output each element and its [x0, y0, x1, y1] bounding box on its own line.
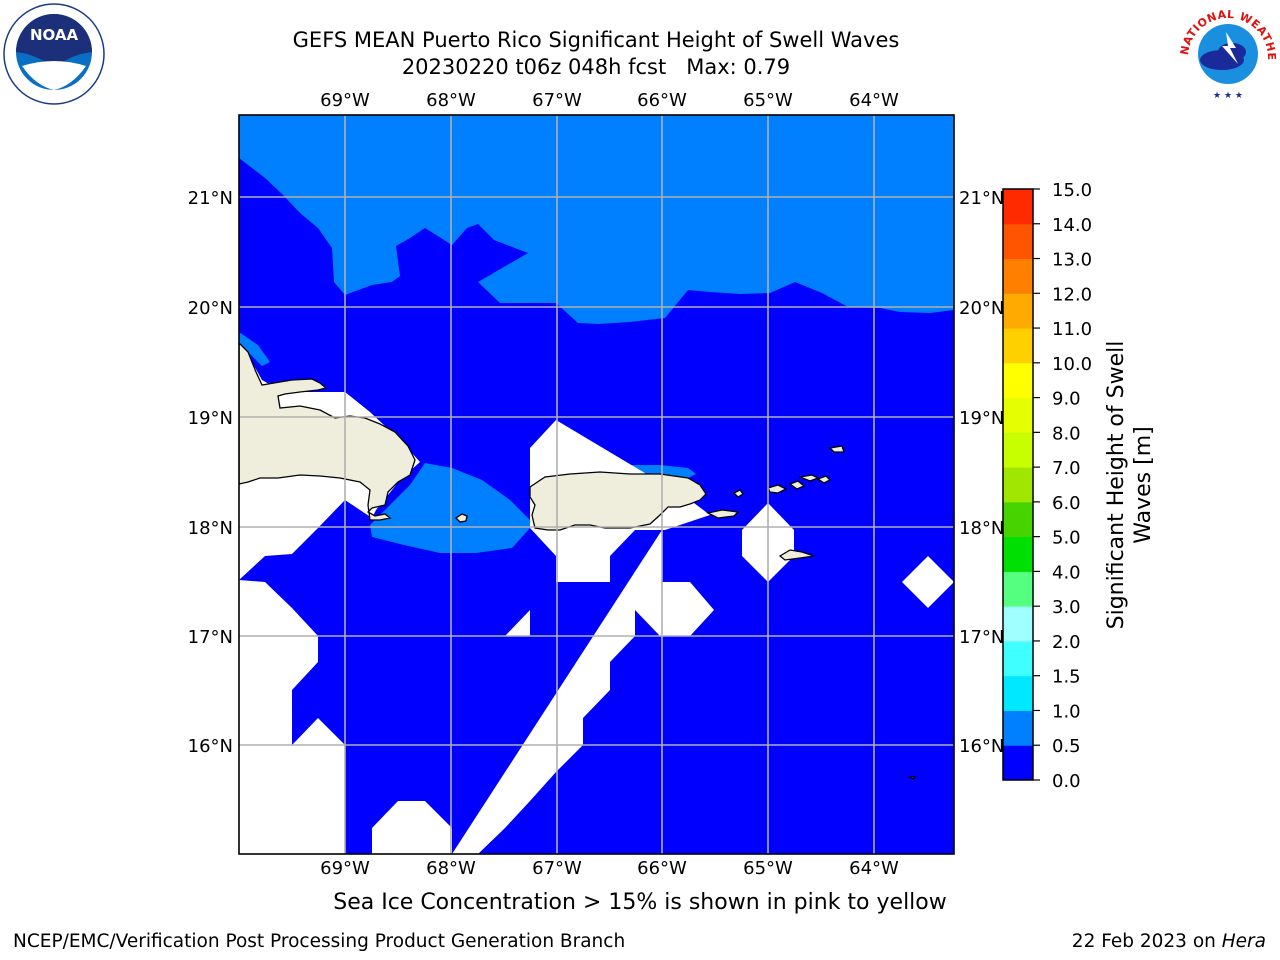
colorbar-swatch [1003, 745, 1033, 781]
colorbar-tick-label: 4.0 [1052, 562, 1081, 583]
lon-label-top: 67°W [532, 90, 582, 111]
footer-credit: NCEP/EMC/Verification Post Processing Pr… [13, 931, 626, 952]
colorbar-swatch [1003, 328, 1033, 364]
colorbar-tick-label: 8.0 [1052, 423, 1081, 444]
colorbar-tick-label: 13.0 [1052, 250, 1092, 271]
land-mona-island [454, 513, 468, 523]
colorbar-frame [1002, 188, 1034, 781]
lat-label-left: 16°N [188, 736, 233, 757]
colorbar-tick-label: 7.0 [1052, 458, 1081, 479]
land-tortola [797, 474, 820, 482]
footer-date-text: 22 Feb 2023 on [1071, 931, 1222, 952]
colorbar-tick-label: 10.0 [1052, 354, 1092, 375]
lat-label-left: 19°N [188, 408, 233, 429]
map-frame [238, 114, 955, 855]
lon-label-top: 66°W [637, 90, 687, 111]
chart-title: GEFS MEAN Puerto Rico Significant Height… [292, 28, 900, 52]
colorbar-swatch [1003, 675, 1033, 711]
land-anegada [828, 445, 845, 453]
colorbar-swatch [1003, 397, 1033, 433]
lon-label-bottom: 64°W [849, 858, 899, 879]
lat-label-left: 21°N [188, 188, 233, 209]
colorbar-tick-label: 3.0 [1052, 597, 1081, 618]
map-plot-area [239, 115, 954, 854]
colorbar-swatch [1003, 710, 1033, 746]
land-islet [907, 776, 917, 780]
land-st-john [788, 480, 806, 490]
lat-label-left: 18°N [188, 518, 233, 539]
lon-label-top: 65°W [743, 90, 793, 111]
lat-label-left: 17°N [188, 627, 233, 648]
colorbar-tick-label: 0.5 [1052, 736, 1081, 757]
swell-band-05-10-mona-passage [370, 463, 530, 553]
colorbar-swatch [1003, 432, 1033, 468]
colorbar-swatch [1003, 223, 1033, 260]
axis-labels: 69°W 69°W 68°W 68°W 67°W 67°W 66°W 66°W 65°W 65°W… [188, 90, 1005, 879]
lon-label-bottom: 66°W [637, 858, 687, 879]
colorbar-swatch [1003, 536, 1033, 572]
land-st-thomas [767, 484, 788, 494]
lat-label-right: 20°N [959, 298, 1004, 319]
sea-ice-note: Sea Ice Concentration > 15% is shown in … [333, 890, 947, 915]
land-virgin-gorda [816, 475, 832, 484]
colorbar-swatch [1003, 640, 1033, 677]
lon-label-bottom: 67°W [532, 858, 582, 879]
colorbar-swatch [1003, 362, 1033, 399]
land-vieques [706, 509, 740, 519]
land-culebra [732, 489, 744, 498]
lat-label-left: 20°N [188, 298, 233, 319]
colorbar-swatch [1003, 293, 1033, 329]
nws-logo: NATIONAL WEATHER SERVICE ★ ★ ★ [1176, 2, 1278, 104]
lon-label-top: 68°W [426, 90, 476, 111]
lon-label-bottom: 68°W [426, 858, 476, 879]
colorbar-swatch [1003, 501, 1033, 538]
colorbar-swatch [1003, 606, 1033, 642]
land-hispaniola [239, 342, 416, 521]
lon-label-bottom: 65°W [743, 858, 793, 879]
lon-label-bottom: 69°W [320, 858, 370, 879]
svg-text:NOAA: NOAA [30, 26, 79, 44]
colorbar-tick-label: 11.0 [1052, 319, 1092, 340]
footer-date: 22 Feb 2023 on Hera [1072, 931, 1266, 952]
colorbar-tick-label: 14.0 [1052, 215, 1092, 236]
colorbar-swatch [1003, 467, 1033, 503]
lat-label-right: 18°N [959, 518, 1004, 539]
land-st-croix [778, 549, 815, 561]
lat-label-right: 19°N [959, 408, 1004, 429]
colorbar-tick-label: 2.0 [1052, 632, 1081, 653]
chart-subtitle: 20230220 t06z 048h fcst Max: 0.79 [401, 55, 791, 79]
colorbar-tick-label: 12.0 [1052, 284, 1092, 305]
footer-host: Hera [1221, 931, 1266, 952]
graticule [239, 115, 954, 854]
colorbar-tick-label: 0.0 [1052, 771, 1081, 792]
colorbar-tick-label: 9.0 [1052, 389, 1081, 410]
svg-text:★ ★ ★: ★ ★ ★ [1213, 91, 1243, 101]
noaa-logo: NOAA [3, 3, 105, 105]
colorbar: 0.0 0.5 1.0 1.5 2.0 3.0 4.0 5.0 6.0 7.0 8.0 9.0 10.0… [1002, 180, 1092, 792]
colorbar-label-line1: Significant Height of Swell [1104, 341, 1129, 630]
lat-label-right: 21°N [959, 188, 1004, 209]
lon-label-top: 64°W [849, 90, 899, 111]
lat-label-right: 17°N [959, 627, 1004, 648]
colorbar-label-line2: Waves [m] [1131, 426, 1156, 543]
lat-label-right: 16°N [959, 736, 1004, 757]
swell-band-05-10-hispaniola-coast [239, 332, 270, 366]
colorbar-tick-label: 5.0 [1052, 528, 1081, 549]
lon-label-top: 69°W [320, 90, 370, 111]
colorbar-tick-label: 6.0 [1052, 493, 1081, 514]
colorbar-swatch [1003, 258, 1033, 294]
colorbar-swatch [1003, 571, 1033, 607]
swell-band-05-10-north [239, 115, 954, 324]
colorbar-swatch [1003, 189, 1033, 225]
colorbar-tick-label: 1.5 [1052, 667, 1081, 688]
colorbar-tick-label: 1.0 [1052, 701, 1081, 722]
colorbar-tick-label: 15.0 [1052, 180, 1092, 201]
